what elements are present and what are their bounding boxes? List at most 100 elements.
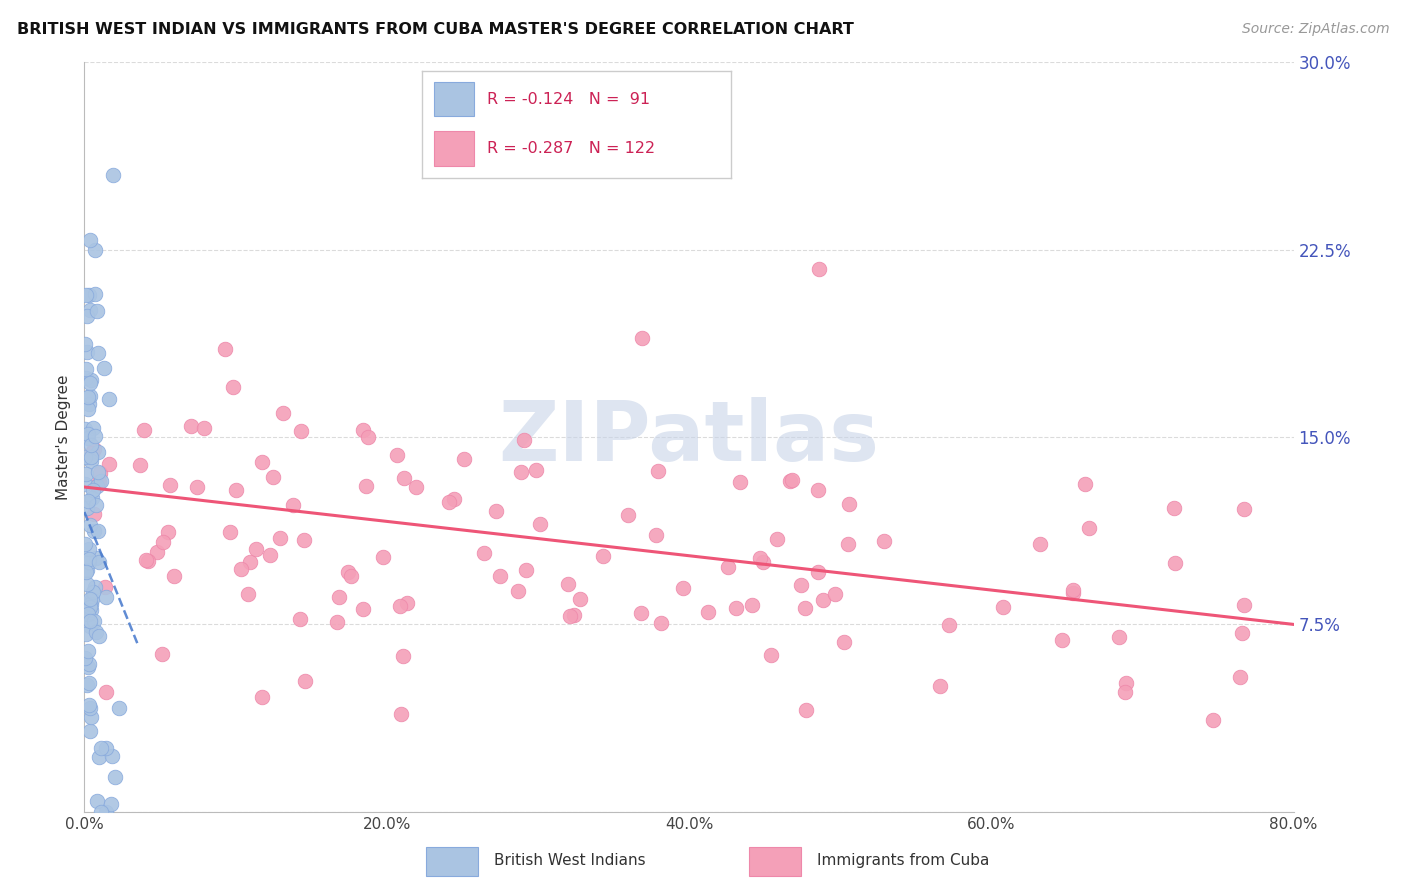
Point (269, 531, 291, 545)
Point (794, 703, 817, 717)
Point (288, 612, 311, 626)
Point (94, 590, 117, 604)
Point (83, 507, 105, 521)
Point (75, 626, 97, 640)
Point (292, 533, 315, 548)
Point (90, 474, 112, 488)
Point (77, 607, 100, 621)
Point (80, 454, 103, 468)
Point (508, 584, 530, 599)
Point (132, 423, 155, 437)
Point (1229, 670, 1251, 684)
Point (453, 451, 475, 466)
Point (938, 617, 960, 632)
Point (724, 600, 747, 615)
Point (807, 565, 830, 579)
Point (193, 421, 215, 435)
Point (79, 233, 101, 247)
Point (76, 426, 98, 441)
Point (136, 554, 159, 568)
Point (392, 470, 415, 484)
Point (77, 657, 100, 672)
Point (472, 546, 495, 560)
Point (759, 648, 782, 662)
Point (873, 533, 896, 548)
Point (779, 474, 801, 488)
Point (77, 698, 100, 712)
Point (87, 475, 110, 489)
Point (75, 476, 97, 491)
Point (1029, 537, 1052, 551)
Point (97, 392, 120, 406)
Point (389, 706, 412, 721)
Point (75, 650, 97, 665)
Point (90, 741, 112, 756)
Point (294, 673, 316, 688)
Point (79, 724, 101, 739)
Point (128, 458, 150, 473)
Point (717, 559, 740, 574)
Point (239, 555, 262, 569)
Point (229, 562, 252, 576)
Point (82, 584, 104, 599)
FancyBboxPatch shape (749, 847, 801, 876)
Point (75, 563, 97, 577)
Point (352, 423, 374, 437)
Point (252, 690, 274, 705)
Point (76, 576, 98, 591)
FancyBboxPatch shape (434, 82, 474, 116)
Point (1202, 713, 1225, 727)
Point (1073, 476, 1095, 491)
Point (77, 431, 100, 445)
Point (86, 479, 108, 493)
Point (87, 345, 110, 359)
Point (79, 599, 101, 614)
Point (83, 442, 105, 456)
Point (76, 501, 98, 516)
Point (86, 303, 108, 318)
Point (80, 373, 103, 387)
Point (929, 679, 952, 693)
Point (79, 592, 101, 607)
Text: R = -0.124   N =  91: R = -0.124 N = 91 (486, 92, 650, 107)
Point (90, 805, 112, 819)
Point (75, 537, 97, 551)
Point (630, 606, 652, 620)
Point (1233, 501, 1256, 516)
Point (1062, 586, 1084, 600)
Point (79, 518, 101, 533)
Text: Immigrants from Cuba: Immigrants from Cuba (817, 854, 990, 868)
Point (225, 483, 247, 497)
Point (749, 550, 772, 565)
Point (84, 624, 107, 639)
Point (97, 457, 120, 471)
Point (697, 605, 720, 619)
Point (152, 534, 174, 549)
Point (75, 450, 97, 464)
Point (83, 614, 105, 628)
Point (1052, 633, 1074, 648)
Point (150, 648, 173, 662)
Point (354, 479, 377, 493)
Point (79, 597, 101, 611)
Point (83, 244, 105, 258)
Point (83, 429, 105, 443)
Point (793, 601, 815, 615)
Point (357, 430, 380, 444)
Point (79, 597, 101, 611)
Point (647, 464, 669, 478)
Point (82, 483, 104, 497)
Point (838, 497, 860, 511)
Point (340, 568, 363, 582)
Point (562, 608, 585, 623)
Point (766, 532, 789, 546)
Point (77, 493, 100, 508)
Point (1163, 501, 1185, 516)
Y-axis label: Master's Degree: Master's Degree (56, 375, 72, 500)
Point (93, 360, 115, 375)
Point (1230, 626, 1253, 640)
FancyBboxPatch shape (434, 131, 474, 166)
Point (221, 379, 243, 393)
Point (77, 542, 100, 557)
Text: BRITISH WEST INDIAN VS IMMIGRANTS FROM CUBA MASTER'S DEGREE CORRELATION CHART: BRITISH WEST INDIAN VS IMMIGRANTS FROM C… (17, 22, 853, 37)
